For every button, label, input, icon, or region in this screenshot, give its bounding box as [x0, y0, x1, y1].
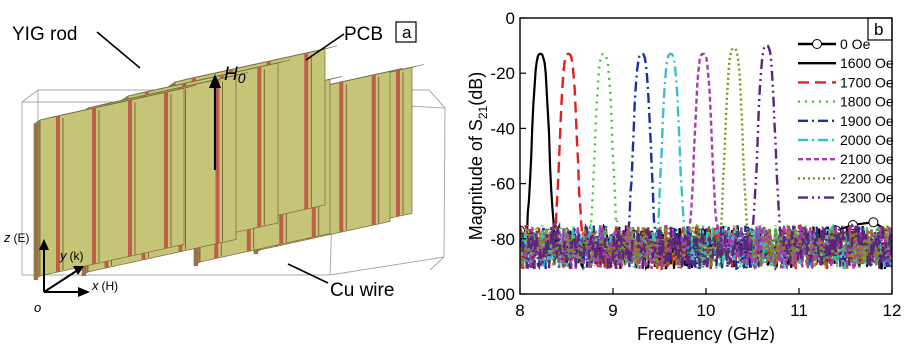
x-axis-label: x (H) — [91, 278, 118, 293]
x-tick-label: 9 — [608, 301, 617, 320]
schematic-panel: a YIG rod PCB H0 Cu wire z (E) y (k) x (H) … — [0, 0, 450, 343]
legend-item: 1700 Oe — [798, 74, 894, 90]
yig-rod — [164, 92, 168, 249]
yig-rod — [339, 82, 344, 233]
y-tick-label: -80 — [490, 230, 515, 249]
legend-label: 2000 Oe — [840, 132, 894, 148]
z-axis-label: z (E) — [3, 230, 30, 245]
metamaterial-schematic: a YIG rod PCB H0 Cu wire z (E) y (k) x (H) … — [3, 21, 446, 315]
pcb-slabs — [33, 45, 425, 281]
origin-label: o — [34, 300, 41, 315]
x-axis-title: Frequency (GHz) — [637, 324, 775, 343]
y-tick-label: -100 — [481, 285, 515, 304]
legend-item: 1900 Oe — [798, 113, 894, 129]
yig-rod — [371, 74, 376, 225]
yig-rod-label: YIG rod — [12, 24, 77, 45]
panel-label-a: a — [402, 23, 412, 42]
h0-label: H0 — [224, 64, 246, 86]
cu-wire-label: Cu wire — [330, 280, 394, 301]
yig-rod — [304, 53, 309, 210]
legend-label: 1600 Oe — [840, 55, 894, 71]
legend-item: 2200 Oe — [798, 170, 894, 186]
x-tick-label: 12 — [883, 301, 902, 320]
series-line — [520, 44, 892, 270]
y-tick-label: 0 — [506, 9, 515, 28]
y-tick-label: -20 — [490, 64, 515, 83]
x-tick-label: 11 — [790, 301, 808, 320]
legend-item: 2300 Oe — [798, 190, 894, 206]
yig-rod — [92, 108, 96, 265]
y-tick-label: -60 — [490, 175, 515, 194]
legend-item: 0 Oe — [798, 36, 871, 52]
y-axis-title: Magnitude of S21(dB) — [466, 72, 490, 240]
data-point — [868, 217, 879, 228]
legend-label: 1800 Oe — [840, 94, 894, 110]
panel-label-b-box — [867, 17, 893, 41]
yig-rod — [396, 70, 400, 217]
h0-arrow — [209, 74, 221, 170]
y-axis-label: y (k) — [59, 248, 84, 263]
legend-item: 2100 Oe — [798, 151, 894, 167]
chart-panel: 0 -20 -40 -60 -80 -100 8 9 10 11 12 Frequency (GH… — [450, 0, 906, 344]
pcb-label: PCB — [344, 24, 383, 45]
legend-label: 2100 Oe — [840, 151, 894, 167]
cu-wire-pointer — [287, 263, 329, 284]
pcb-pointer — [305, 33, 345, 61]
s21-chart: 0 -20 -40 -60 -80 -100 8 9 10 11 12 Frequency (GH… — [466, 9, 902, 344]
legend-label: 2300 Oe — [840, 190, 894, 206]
yig-rod — [215, 79, 220, 244]
legend-label: 0 Oe — [840, 36, 871, 52]
legend: 0 Oe 1600 Oe 1700 Oe 1800 Oe 1900 Oe 2000 Oe 2… — [798, 36, 894, 206]
yig-rod-pointer — [96, 31, 141, 69]
legend-item: 1800 Oe — [798, 94, 894, 110]
panel-label-b: b — [874, 20, 883, 39]
series-path — [520, 44, 892, 270]
legend-item: 1600 Oe — [798, 55, 894, 71]
yig-rod — [128, 100, 132, 257]
panel-label-a-box — [395, 21, 417, 43]
x-tick-label: 10 — [697, 301, 716, 320]
legend-label: 2200 Oe — [840, 170, 894, 186]
yig-rod — [257, 67, 262, 228]
legend-item: 2000 Oe — [798, 132, 894, 148]
y-tick-label: -40 — [490, 119, 515, 138]
pcb-slab — [33, 85, 197, 281]
legend-marker — [812, 39, 822, 49]
coordinate-axes — [39, 239, 90, 297]
legend-label: 1700 Oe — [840, 74, 894, 90]
legend-label: 1900 Oe — [840, 113, 894, 129]
x-tick-label: 8 — [515, 301, 524, 320]
yig-rod — [56, 116, 60, 273]
